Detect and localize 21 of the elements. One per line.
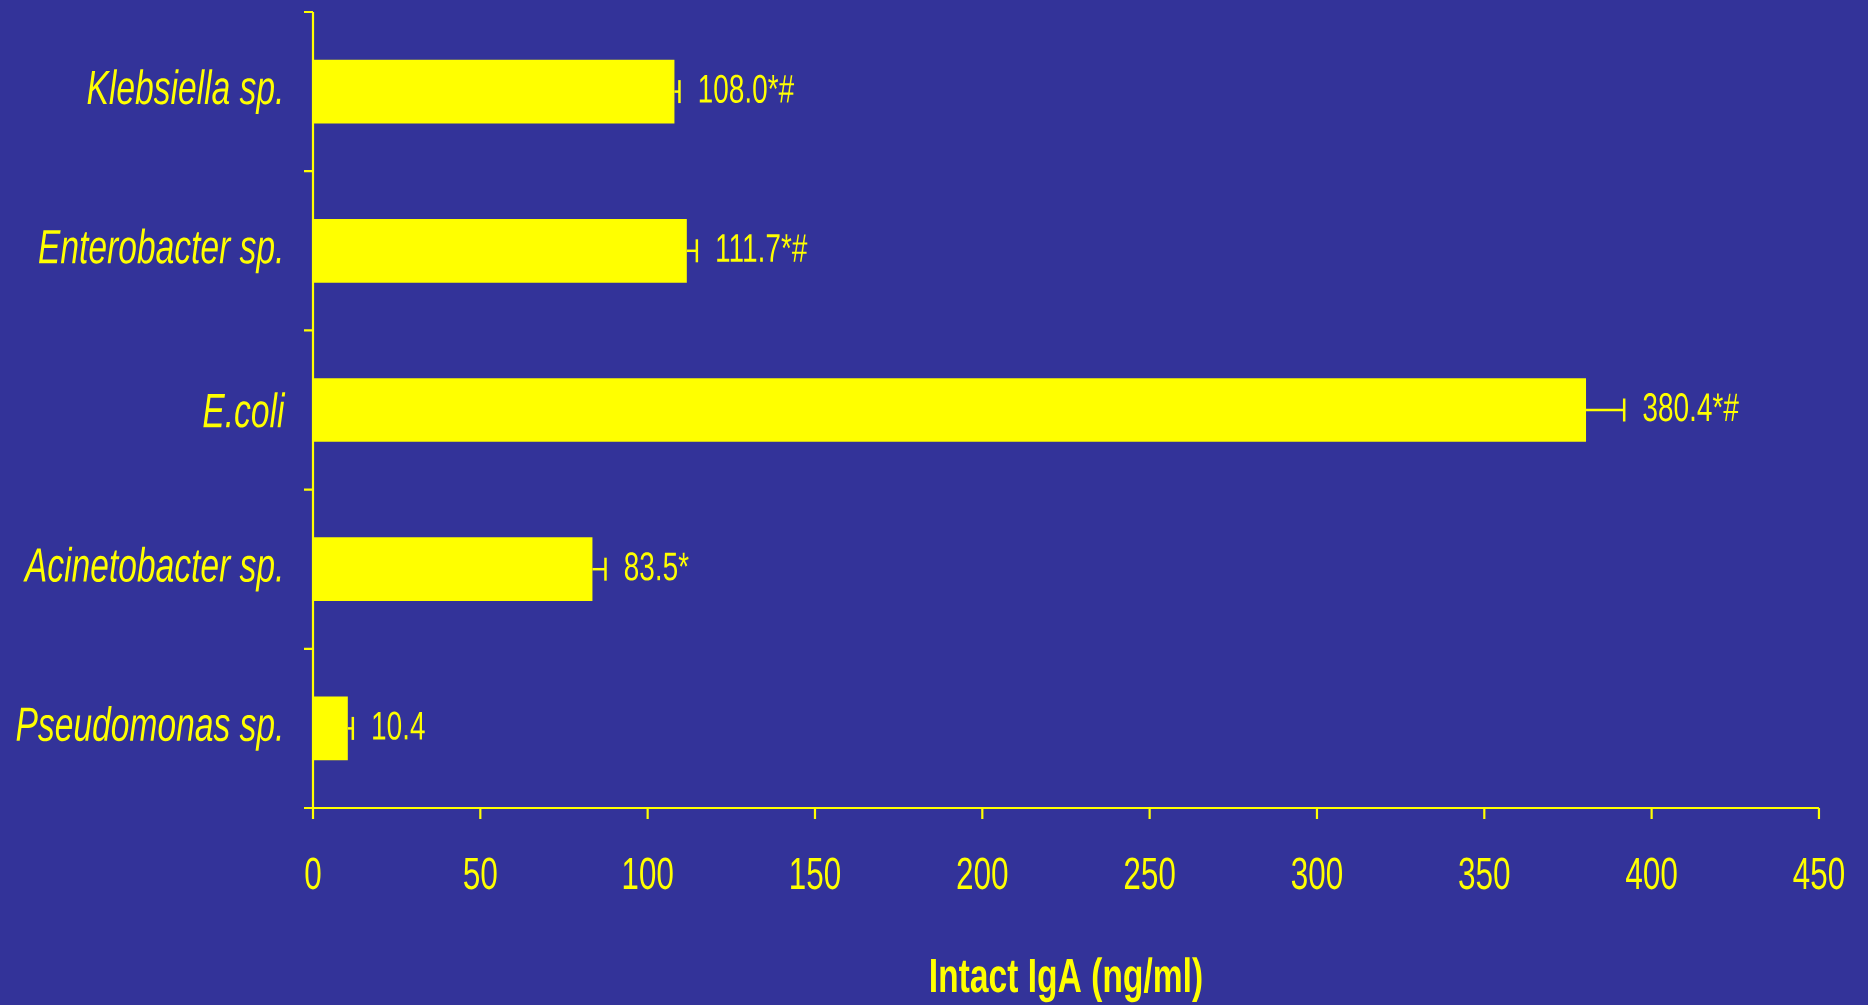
data-label: 108.0*#	[699, 74, 795, 103]
data-label: 111.7*#	[717, 234, 808, 262]
x-tick-label: 100	[623, 857, 673, 890]
y-tick-label: Enterobacter sp.	[38, 228, 281, 274]
data-label: 380.4*#	[1643, 393, 1739, 422]
x-axis-title: Intact IgA (ng/ml)	[931, 957, 1202, 1003]
y-tick-label: Pseudomonas sp.	[16, 706, 281, 751]
x-tick-label: 50	[464, 857, 497, 890]
x-tick-label: 450	[1793, 857, 1844, 890]
x-tick-label: 200	[957, 857, 1008, 890]
x-tick-label: 250	[1124, 857, 1175, 890]
y-tick-label: Klebsiella sp.	[87, 69, 281, 114]
x-tick-label: 300	[1291, 857, 1342, 890]
data-label: 10.4	[373, 711, 425, 740]
x-tick-label: 400	[1626, 857, 1677, 890]
x-tick-label: 150	[791, 857, 841, 890]
x-tick-label: 350	[1459, 857, 1510, 890]
data-label: 83.5*	[624, 552, 689, 581]
x-tick-label: 0	[305, 857, 321, 890]
y-tick-label: E.coli	[203, 392, 286, 428]
y-tick-label: Acinetobacter sp.	[23, 546, 281, 592]
